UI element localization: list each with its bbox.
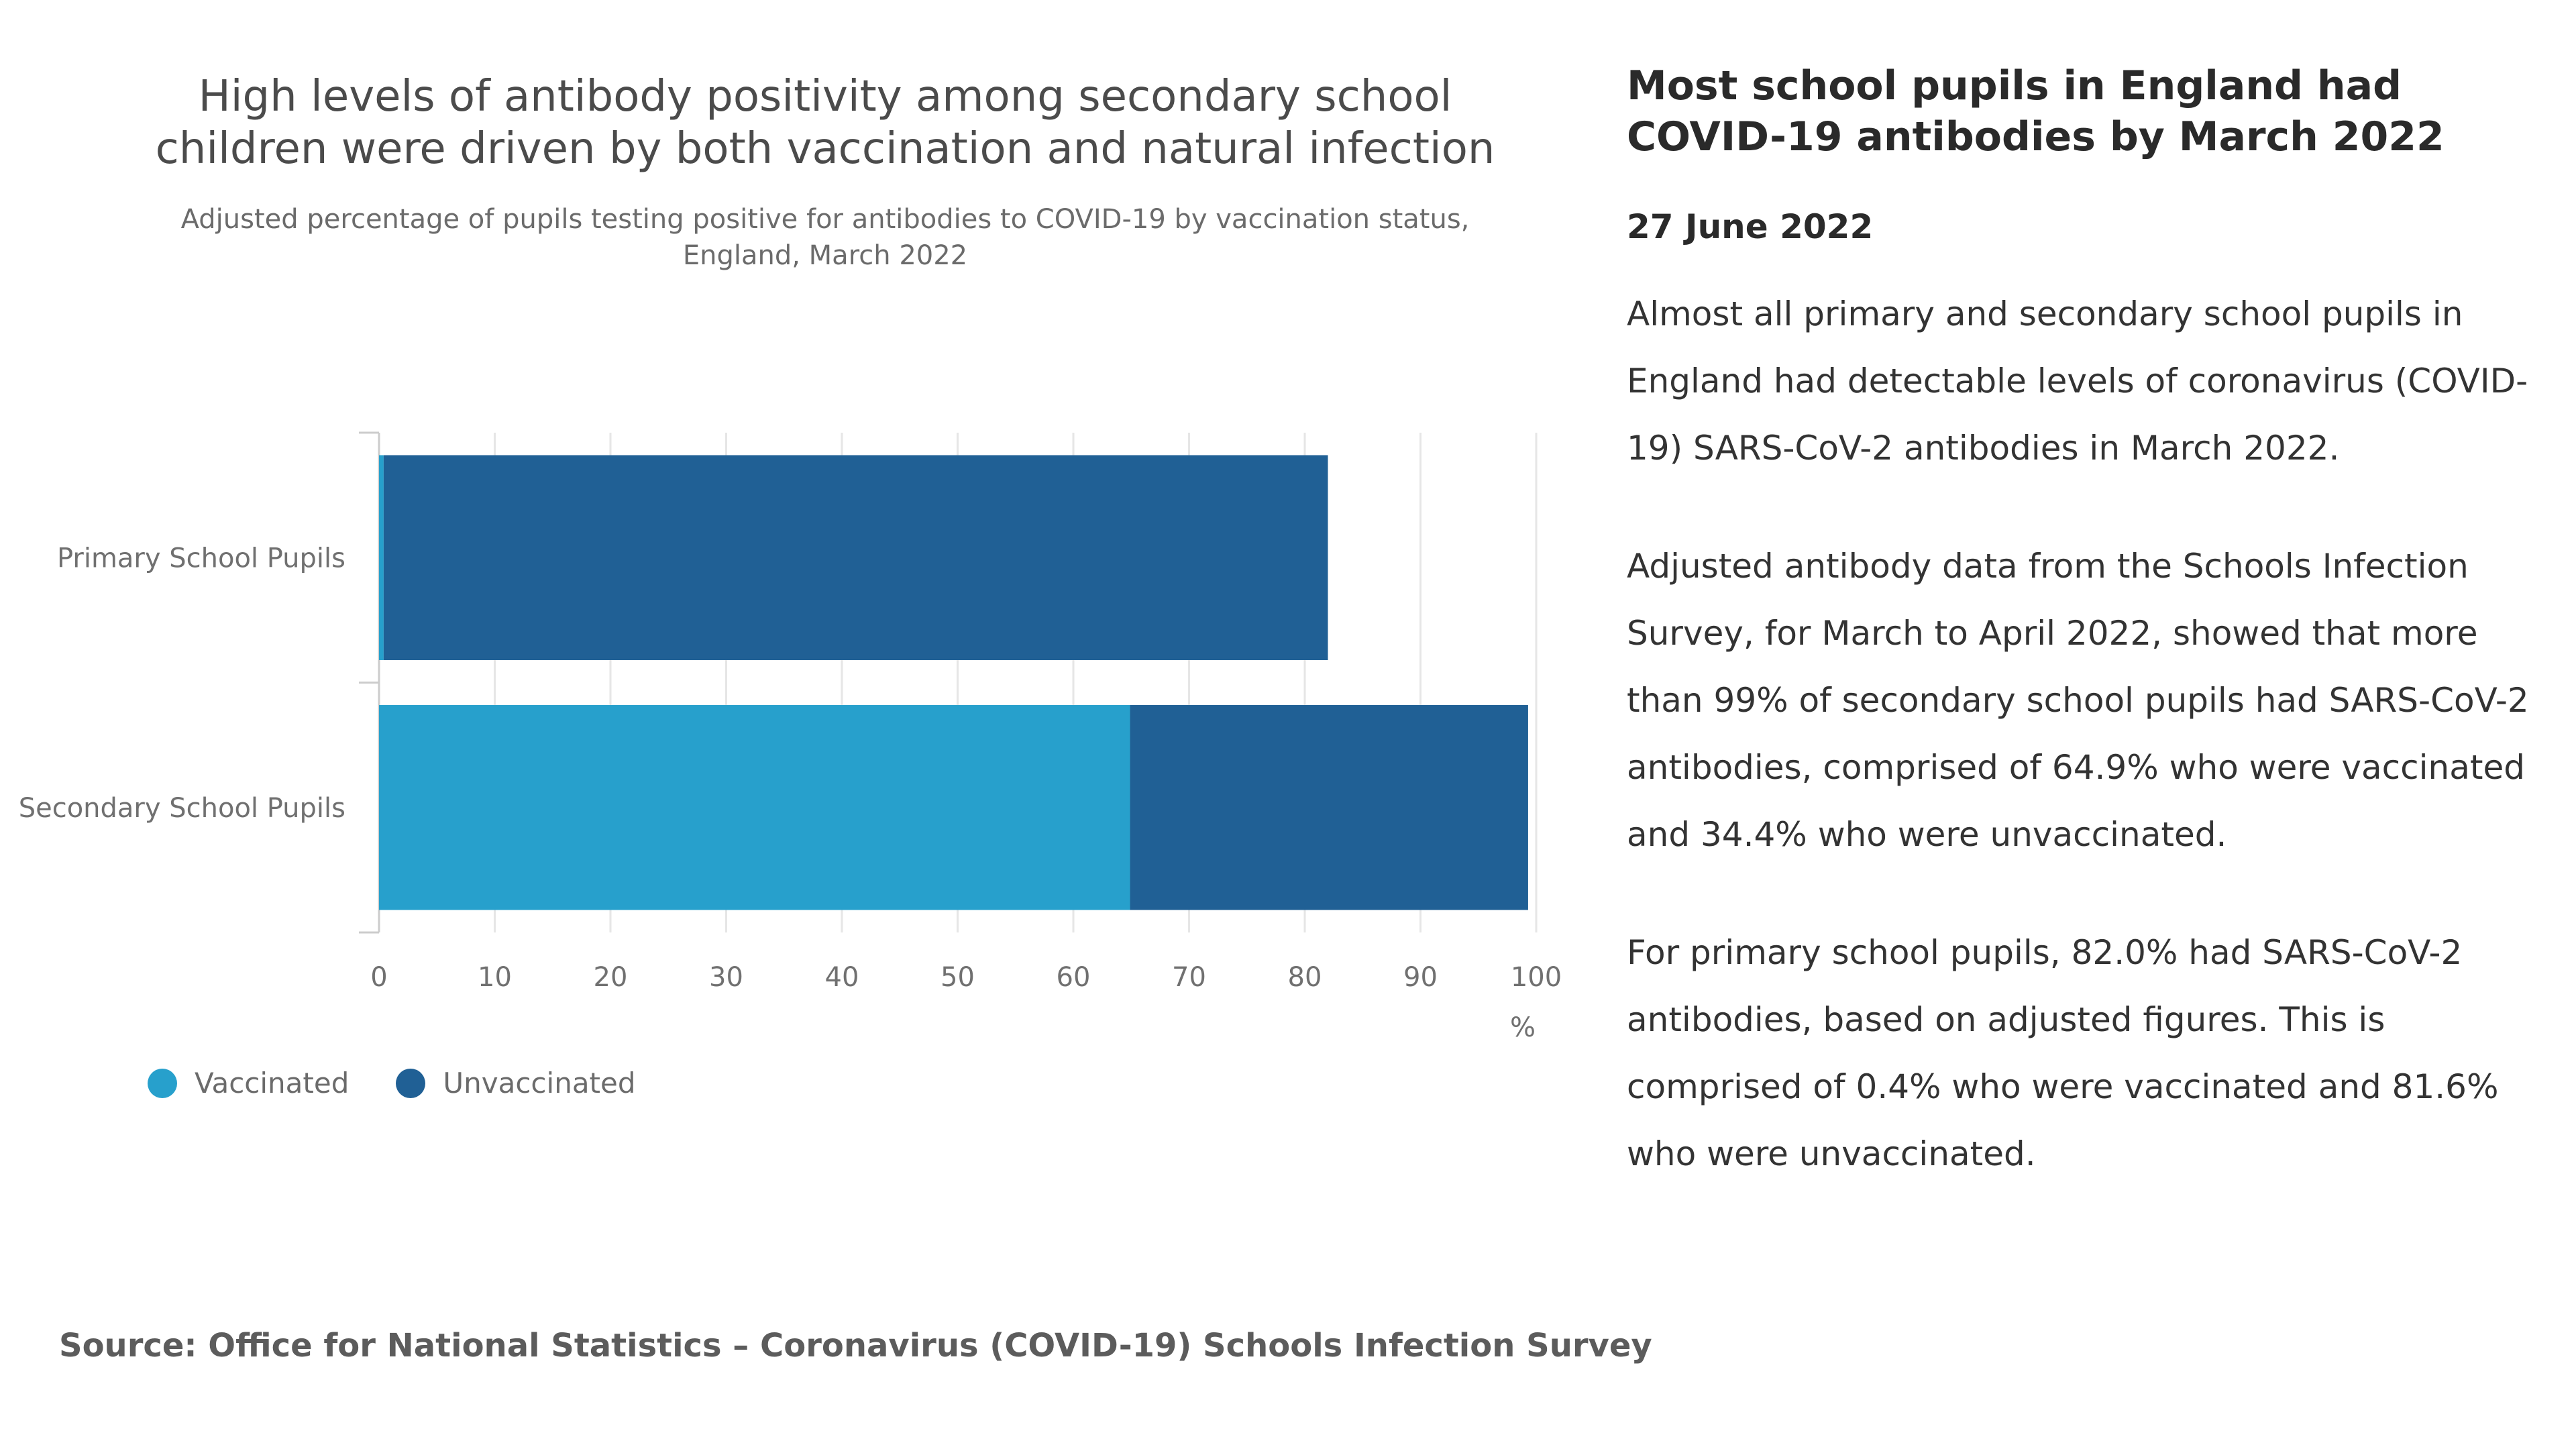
chart-legend: Vaccinated Unvaccinated: [148, 1067, 636, 1099]
article-date: 27 June 2022: [1627, 207, 1874, 246]
bar-unvaccinated[interactable]: [383, 455, 1328, 660]
x-tick-label: 80: [1288, 962, 1322, 993]
legend-swatch-vaccinated: [148, 1068, 177, 1098]
bar-unvaccinated[interactable]: [1130, 705, 1528, 910]
legend-label-vaccinated: Vaccinated: [195, 1067, 350, 1099]
chart-panel: High levels of antibody positivity among…: [19, 72, 1652, 1364]
category-label: Primary School Pupils: [57, 543, 345, 574]
category-label: Secondary School Pupils: [19, 793, 345, 824]
chart-source: Source: Office for National Statistics –…: [59, 1327, 1652, 1364]
article-paragraph: Adjusted antibody data from the Schools …: [1627, 547, 2529, 854]
labels: 0 10 20 30 40 50 60 70 80 90 100% Primary School Pu…: [19, 543, 1562, 1043]
legend-label-unvaccinated: Unvaccinated: [443, 1067, 636, 1099]
axes: [359, 431, 380, 934]
x-tick-label: 100: [1511, 962, 1562, 993]
x-tick-label: 40: [825, 962, 859, 993]
x-tick-label: 70: [1172, 962, 1206, 993]
bars: [379, 455, 1528, 910]
x-axis-unit: %: [1510, 1012, 1536, 1043]
x-tick-label: 50: [941, 962, 975, 993]
x-tick-label: 60: [1057, 962, 1091, 993]
x-tick-label: 10: [478, 962, 512, 993]
article-heading: Most school pupils in England had COVID-…: [1627, 62, 2445, 160]
article-paragraph: For primary school pupils, 82.0% had SAR…: [1627, 933, 2499, 1173]
bar-vaccinated[interactable]: [379, 705, 1130, 910]
chart-subtitle: Adjusted percentage of pupils testing po…: [180, 204, 1470, 271]
legend-swatch-unvaccinated: [396, 1068, 426, 1098]
x-tick-label: 20: [594, 962, 628, 993]
chart-title: High levels of antibody positivity among…: [155, 72, 1495, 174]
bar-chart: 0 10 20 30 40 50 60 70 80 90 100% Primary School Pu…: [19, 431, 1562, 1043]
x-tick-label: 30: [709, 962, 743, 993]
article-paragraph: Almost all primary and secondary school …: [1627, 294, 2528, 468]
legend-item-vaccinated[interactable]: Vaccinated: [148, 1067, 349, 1099]
x-tick-label: 0: [370, 962, 387, 993]
bar-vaccinated[interactable]: [379, 455, 384, 660]
x-tick-label: 90: [1403, 962, 1438, 993]
legend-item-unvaccinated[interactable]: Unvaccinated: [396, 1067, 636, 1099]
article-panel: Most school pupils in England had COVID-…: [1627, 60, 2539, 1187]
